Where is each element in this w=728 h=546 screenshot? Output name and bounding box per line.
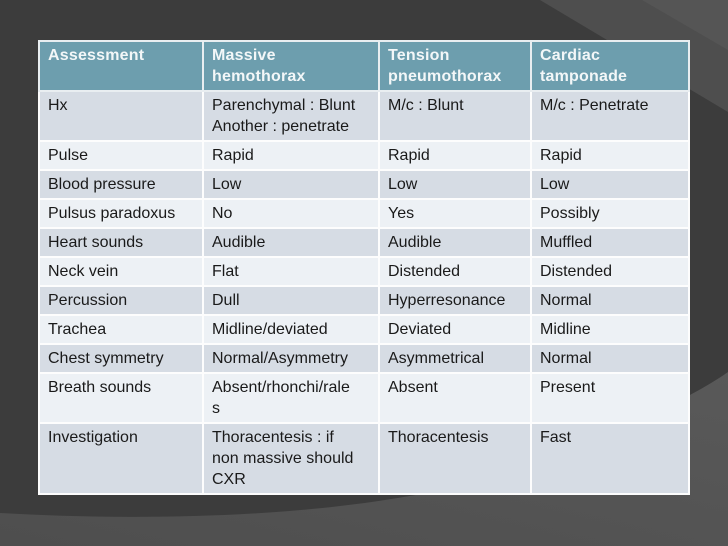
cell-massive: Rapid	[202, 140, 380, 171]
cell-tamponade: Muffled	[530, 227, 690, 258]
cell-massive: Parenchymal : Blunt Another : penetrate	[202, 90, 380, 142]
column-header-assessment: Assessment	[38, 40, 204, 92]
row-label: Pulse	[38, 140, 204, 171]
cell-massive: Low	[202, 169, 380, 200]
cell-tension: Absent	[378, 372, 532, 424]
cell-tamponade: Midline	[530, 314, 690, 345]
table-row-trachea: Trachea Midline/deviated Deviated Midlin…	[38, 314, 690, 345]
row-label: Neck vein	[38, 256, 204, 287]
table-row-hx: Hx Parenchymal : Blunt Another : penetra…	[38, 90, 690, 142]
table-row-heart-sounds: Heart sounds Audible Audible Muffled	[38, 227, 690, 258]
cell-massive: No	[202, 198, 380, 229]
cell-massive: Absent/rhonchi/rale s	[202, 372, 380, 424]
cell-tension: Distended	[378, 256, 532, 287]
cell-massive: Audible	[202, 227, 380, 258]
cell-massive: Flat	[202, 256, 380, 287]
row-label: Heart sounds	[38, 227, 204, 258]
cell-tamponade: Normal	[530, 343, 690, 374]
row-label: Percussion	[38, 285, 204, 316]
comparison-table: Assessment Massive hemothorax Tension pn…	[38, 40, 690, 495]
table-row-pulsus-paradoxus: Pulsus paradoxus No Yes Possibly	[38, 198, 690, 229]
cell-tamponade: Possibly	[530, 198, 690, 229]
cell-tension: Deviated	[378, 314, 532, 345]
row-label: Trachea	[38, 314, 204, 345]
table-header-row: Assessment Massive hemothorax Tension pn…	[38, 40, 690, 92]
row-label: Breath sounds	[38, 372, 204, 424]
cell-tension: Asymmetrical	[378, 343, 532, 374]
cell-tamponade: Normal	[530, 285, 690, 316]
column-header-cardiac-tamponade: Cardiac tamponade	[530, 40, 690, 92]
background-bottom-swoosh	[0, 372, 728, 546]
cell-tension: Rapid	[378, 140, 532, 171]
row-label: Hx	[38, 90, 204, 142]
cell-tamponade: Rapid	[530, 140, 690, 171]
cell-tamponade: Low	[530, 169, 690, 200]
row-label: Investigation	[38, 422, 204, 495]
cell-tension: Audible	[378, 227, 532, 258]
cell-massive: Normal/Asymmetry	[202, 343, 380, 374]
table-row-percussion: Percussion Dull Hyperresonance Normal	[38, 285, 690, 316]
table-row-chest-symmetry: Chest symmetry Normal/Asymmetry Asymmetr…	[38, 343, 690, 374]
table-row-investigation: Investigation Thoracentesis : if non mas…	[38, 422, 690, 495]
column-header-massive-hemothorax: Massive hemothorax	[202, 40, 380, 92]
cell-tension: Low	[378, 169, 532, 200]
table-row-neck-vein: Neck vein Flat Distended Distended	[38, 256, 690, 287]
cell-tamponade: M/c : Penetrate	[530, 90, 690, 142]
column-header-tension-pneumothorax: Tension pneumothorax	[378, 40, 532, 92]
cell-tamponade: Fast	[530, 422, 690, 495]
cell-tension: Yes	[378, 198, 532, 229]
background-diagonal-band-inner	[642, 0, 728, 50]
row-label: Blood pressure	[38, 169, 204, 200]
cell-tension: M/c : Blunt	[378, 90, 532, 142]
cell-massive: Thoracentesis : if non massive should CX…	[202, 422, 380, 495]
cell-tension: Hyperresonance	[378, 285, 532, 316]
table-row-blood-pressure: Blood pressure Low Low Low	[38, 169, 690, 200]
cell-massive: Dull	[202, 285, 380, 316]
cell-tension: Thoracentesis	[378, 422, 532, 495]
row-label: Chest symmetry	[38, 343, 204, 374]
table-row-breath-sounds: Breath sounds Absent/rhonchi/rale s Abse…	[38, 372, 690, 424]
cell-massive: Midline/deviated	[202, 314, 380, 345]
table-row-pulse: Pulse Rapid Rapid Rapid	[38, 140, 690, 171]
cell-tamponade: Distended	[530, 256, 690, 287]
cell-tamponade: Present	[530, 372, 690, 424]
row-label: Pulsus paradoxus	[38, 198, 204, 229]
